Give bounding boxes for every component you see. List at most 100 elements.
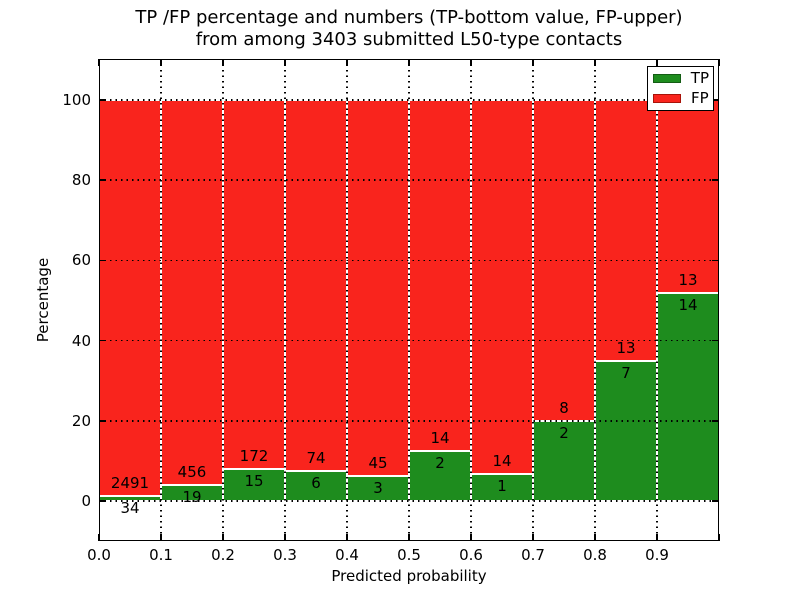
x-tick-mark [222,59,224,66]
y-axis-label: Percentage [34,257,52,343]
y-tick-label: 0 [81,492,91,510]
x-tick-label: 0.5 [397,546,421,564]
y-tick-mark [99,500,106,502]
gridline-horizontal [99,179,719,181]
bar-count-label-fp: 456 [177,462,207,481]
chart-title: TP /FP percentage and numbers (TP-bottom… [99,7,719,51]
x-tick-mark [656,59,658,66]
bar-count-label-tp: 7 [621,363,631,382]
x-tick-label: 0.0 [87,546,111,564]
bar-count-label-tp: 2 [559,423,569,442]
x-tick-mark [222,534,224,541]
gridline-vertical [160,59,162,541]
y-tick-mark [712,259,719,262]
bar-count-label-tp: 6 [311,473,321,492]
x-axis-label: Predicted probability [331,567,487,585]
x-tick-label: 0.8 [583,546,607,564]
chart-title-line1: TP /FP percentage and numbers (TP-bottom… [135,7,683,28]
gridline-vertical [284,59,286,541]
x-tick-label: 0.4 [335,546,359,564]
gridline-vertical [470,59,472,541]
y-tick-mark [99,259,106,262]
x-tick-label: 0.2 [211,546,235,564]
bar-segment-tp [595,360,657,501]
gridline-horizontal [99,259,719,262]
y-tick-mark [712,339,719,342]
gridline-vertical [222,59,224,541]
x-tick-mark [532,59,534,66]
x-tick-mark [408,59,410,66]
gridline-horizontal [99,500,719,502]
x-tick-mark [718,534,720,541]
y-tick-label: 80 [71,171,91,190]
x-tick-mark [160,59,162,66]
bar-count-label-tp: 34 [120,498,140,517]
legend: TP FP [647,66,714,111]
bar-count-label-fp: 74 [306,448,326,467]
ticks-layer [98,59,720,541]
gridline-vertical [346,59,348,541]
bar-segment-tp [409,450,471,501]
x-tick-label: 0.7 [521,546,545,564]
x-tick-mark [594,59,596,66]
bar-count-label-fp: 14 [430,428,450,447]
bar-segment-tp [657,293,719,501]
x-tick-label: 0.1 [149,546,173,564]
gridline-vertical [532,59,534,541]
y-tick-label: 20 [71,411,91,430]
chart-title-line2: from among 3403 submitted L50-type conta… [195,29,623,50]
y-tick-mark [712,179,719,181]
x-tick-label: 0.3 [273,546,297,564]
x-tick-mark [160,534,162,541]
gridline-horizontal [99,99,719,101]
y-tick-mark [712,420,719,422]
bar-count-label-fp: 2491 [110,473,150,492]
x-tick-mark [532,534,534,541]
legend-label-tp: TP [690,69,709,87]
bar-count-label-tp: 19 [182,487,202,506]
bar-count-label-fp: 13 [616,338,636,357]
x-tick-label: 0.6 [459,546,483,564]
y-tick-mark [712,99,719,101]
x-tick-mark [656,534,658,541]
x-tick-label: 0.9 [645,546,669,564]
bar-count-label-fp: 13 [678,271,698,290]
legend-entry-fp: FP [653,90,709,107]
x-tick-mark [470,59,472,66]
bar-count-label-tp: 1 [497,477,507,496]
y-tick-mark [712,500,719,502]
y-tick-mark [99,420,106,422]
bar-count-label-tp: 15 [244,471,264,490]
y-tick-mark [99,99,106,101]
gridlines-layer [99,59,719,541]
x-tick-mark [284,534,286,541]
x-tick-mark [718,59,720,66]
x-tick-mark [346,534,348,541]
bar-count-label-fp: 14 [492,452,512,471]
x-tick-mark [408,534,410,541]
plot-area: 2491 34 456 19 172 15 74 6 45 3 14 2 14 1 8 2 13 7 13 14 TP… [98,59,720,541]
x-tick-mark [470,534,472,541]
legend-label-fp: FP [691,89,709,107]
bar-count-label-tp: 2 [435,453,445,472]
gridline-vertical [656,59,658,541]
gridline-vertical [408,59,410,541]
gridline-horizontal [99,420,719,422]
y-tick-mark [99,339,106,342]
y-tick-label: 40 [71,331,91,350]
legend-swatch-tp-icon [653,74,681,83]
bar-count-label-tp: 14 [678,296,698,315]
x-tick-mark [346,59,348,66]
bar-count-label-tp: 3 [373,478,383,497]
bar-count-labels-layer: 2491 34 456 19 172 15 74 6 45 3 14 2 14 1 8 2 13 7 13 14 [99,59,719,541]
legend-entry-tp: TP [653,70,709,87]
x-tick-mark [594,534,596,541]
y-tick-mark [99,179,106,181]
y-tick-label: 100 [62,91,91,109]
legend-swatch-fp-icon [653,94,681,103]
bar-count-label-fp: 8 [559,398,569,417]
bar-count-label-fp: 45 [368,453,388,472]
y-tick-label: 60 [71,251,91,270]
gridline-horizontal [99,339,719,342]
